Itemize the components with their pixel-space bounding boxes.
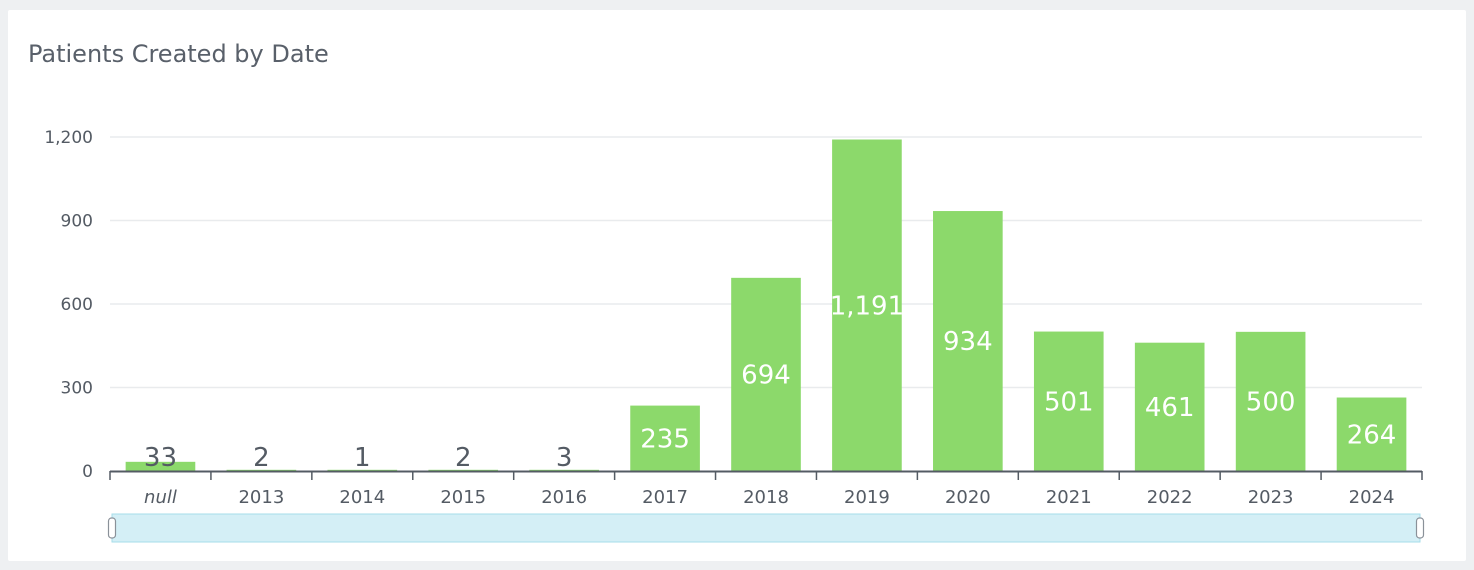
data-label: 235 bbox=[640, 424, 690, 454]
range-scroller[interactable] bbox=[111, 513, 1421, 543]
y-tick-label: 0 bbox=[82, 462, 93, 482]
y-tick-label: 1,200 bbox=[44, 128, 93, 148]
bar bbox=[731, 277, 801, 471]
data-label: 33 bbox=[144, 443, 177, 473]
x-tick-label: 2017 bbox=[642, 487, 688, 508]
data-label: 2 bbox=[455, 443, 472, 473]
x-tick-label: 2021 bbox=[1046, 487, 1092, 508]
data-label: 461 bbox=[1145, 393, 1195, 423]
y-tick-label: 600 bbox=[61, 295, 93, 315]
bar bbox=[1033, 331, 1104, 471]
x-tick-label: 2023 bbox=[1248, 487, 1294, 508]
data-label: 2 bbox=[253, 443, 270, 473]
bar bbox=[125, 461, 196, 471]
x-tick-label: 2014 bbox=[339, 487, 385, 508]
x-tick-label: 2022 bbox=[1147, 487, 1193, 508]
x-tick-label: 2019 bbox=[844, 487, 890, 508]
scroller-left-handle[interactable] bbox=[107, 517, 117, 539]
data-label: 500 bbox=[1246, 387, 1296, 417]
x-tick-label: 2020 bbox=[945, 487, 991, 508]
x-tick-label: 2016 bbox=[541, 487, 587, 508]
bar bbox=[529, 469, 599, 471]
bar bbox=[1336, 397, 1407, 471]
data-label: 1,191 bbox=[830, 291, 904, 321]
bar bbox=[226, 469, 297, 471]
bar bbox=[327, 469, 398, 471]
data-label: 501 bbox=[1044, 387, 1094, 417]
x-tick-label: null bbox=[144, 487, 177, 508]
y-tick-label: 300 bbox=[61, 379, 93, 399]
y-tick-label: 900 bbox=[61, 212, 93, 232]
bar bbox=[428, 469, 499, 471]
x-tick-label: 2013 bbox=[238, 487, 284, 508]
x-tick-label: 2024 bbox=[1349, 487, 1395, 508]
x-tick-label: 2015 bbox=[440, 487, 486, 508]
chart-title: Patients Created by Date bbox=[28, 40, 329, 68]
bar bbox=[832, 139, 902, 471]
bar bbox=[630, 405, 700, 471]
bar bbox=[1235, 331, 1306, 471]
data-label: 3 bbox=[556, 443, 573, 473]
scroller-right-handle[interactable] bbox=[1415, 517, 1425, 539]
data-label: 694 bbox=[741, 360, 791, 390]
data-label: 264 bbox=[1347, 420, 1397, 450]
bar bbox=[933, 211, 1003, 471]
x-tick-label: 2018 bbox=[743, 487, 789, 508]
data-label: 934 bbox=[943, 327, 993, 357]
data-label: 1 bbox=[354, 443, 371, 473]
bar bbox=[1134, 342, 1205, 471]
